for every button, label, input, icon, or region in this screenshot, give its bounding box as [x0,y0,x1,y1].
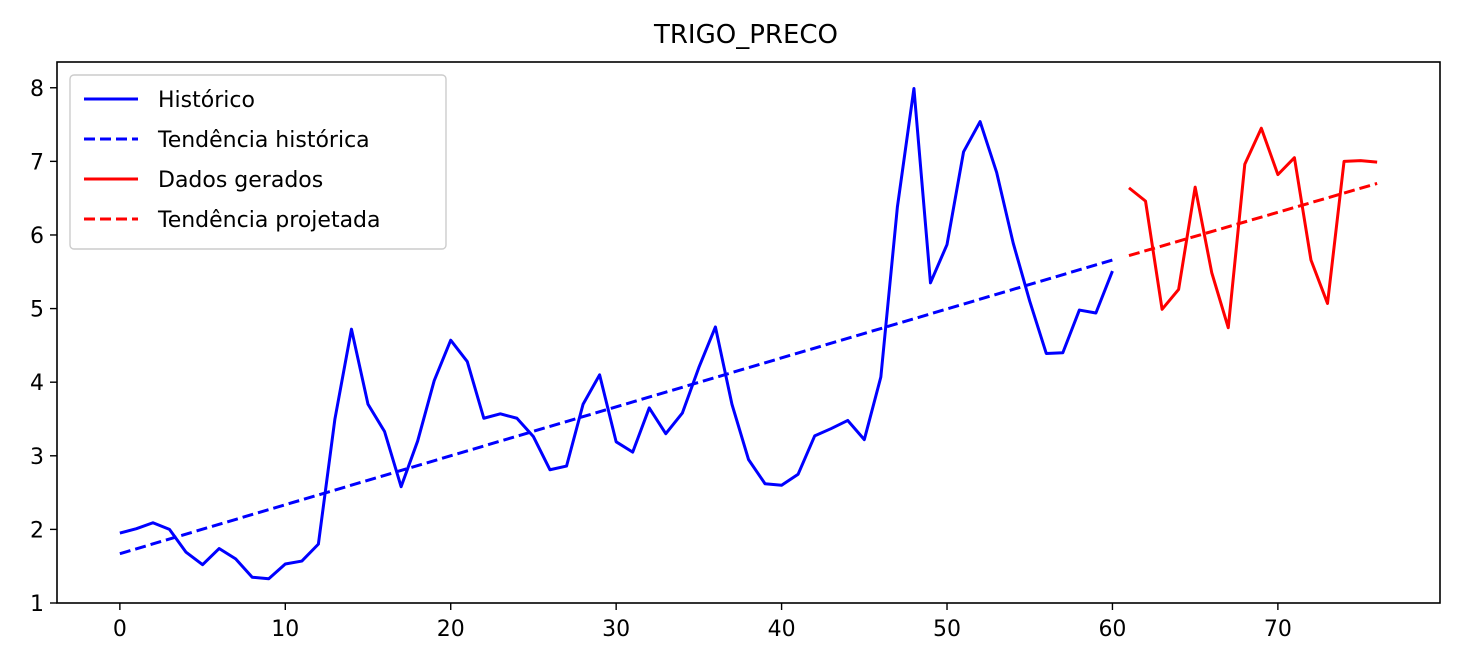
series-line-1 [119,258,1113,556]
x-tick-label: 50 [933,617,961,642]
legend-label: Histórico [158,88,255,113]
y-tick-label: 6 [30,224,44,249]
series-line-0 [119,87,1114,581]
chart-title: TRIGO_PRECO [653,20,838,50]
series-line-3 [1128,182,1378,258]
y-tick-label: 8 [30,77,44,102]
y-tick-label: 5 [30,298,44,323]
y-tick-label: 2 [30,518,44,543]
x-tick-label: 70 [1264,617,1292,642]
x-tick-label: 10 [271,617,299,642]
legend-label: Dados gerados [158,168,323,193]
y-tick-label: 1 [30,592,44,617]
plot-area [119,87,1378,581]
x-tick-label: 60 [1098,617,1126,642]
x-tick-label: 40 [768,617,796,642]
x-tick-label: 30 [602,617,630,642]
series-line-2 [1128,126,1378,330]
legend-box [69,74,447,250]
y-tick-label: 7 [30,150,44,175]
x-tick-label: 0 [113,617,127,642]
plot-frame [56,61,1441,604]
x-tick-label: 20 [437,617,465,642]
y-tick-label: 3 [30,445,44,470]
legend: Histórico Tendência histórica Dados gerado… [69,74,447,250]
y-tick-label: 4 [30,371,44,396]
legend-label: Tendência projetada [157,208,381,233]
axes: 0 10 20 30 40 50 60 70 1 2 3 4 5 6 7 8 [30,77,1292,642]
legend-label: Tendência histórica [157,128,370,153]
